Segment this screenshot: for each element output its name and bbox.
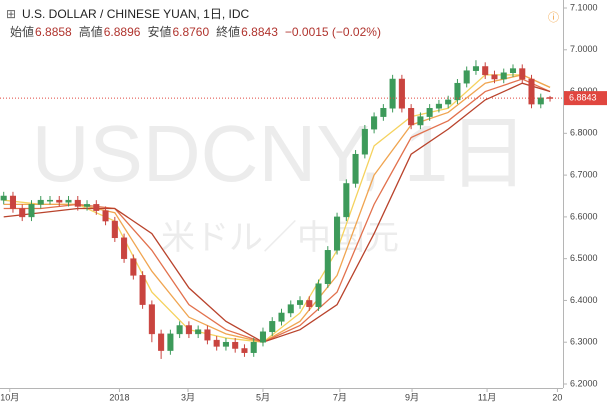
icon: ⊞ (6, 7, 16, 21)
x-tick-label: 9月 (405, 392, 419, 402)
candle-body (334, 216, 341, 251)
candle-body (371, 116, 378, 130)
symbol-title: U.S. DOLLAR / CHINESE YUAN, 1日, IDC (22, 7, 250, 21)
candle-body (315, 283, 322, 307)
candle-body (222, 341, 229, 347)
candle-body (259, 331, 267, 343)
candle-body (445, 99, 452, 105)
candle-body (435, 103, 442, 109)
y-tick-label: 6.8000 (570, 128, 598, 138)
candle-body (454, 82, 461, 101)
y-tick-label: 6.5000 (570, 253, 598, 263)
candle-body (278, 312, 285, 322)
candle-body (389, 78, 396, 109)
candle-body (213, 339, 220, 347)
candle-body (519, 68, 526, 80)
candle-body (148, 304, 155, 335)
last-price-label: 6.8843 (569, 92, 597, 102)
candle-body (472, 66, 479, 71)
candle-body (56, 199, 63, 203)
candle-body (547, 97, 554, 99)
candle-body (130, 258, 137, 276)
x-tick-label: 10月 (0, 392, 19, 402)
candle-body (232, 341, 239, 349)
stat-label: 安値 (147, 24, 171, 39)
candle-body (121, 237, 128, 259)
candle-body (102, 210, 109, 222)
stat-label: 終値 (216, 24, 240, 39)
header: ⊞ U.S. DOLLAR / CHINESE YUAN, 1日, IDC ⓘ … (6, 7, 559, 39)
stat-value: 6.8843 (241, 25, 278, 39)
candle-body (84, 204, 91, 207)
stat-value: 6.8896 (104, 25, 141, 39)
candle-body (176, 325, 183, 335)
candle-body (111, 220, 118, 239)
candle-body (19, 208, 26, 218)
candle-body (204, 329, 211, 341)
candle-body (296, 300, 304, 305)
candle-body (93, 204, 100, 211)
y-tick-label: 7.0000 (570, 44, 598, 54)
candle-body (269, 321, 276, 333)
x-tick-label: 11月 (478, 392, 496, 402)
candle-body (158, 333, 165, 351)
candle-body (250, 341, 257, 353)
candle-body (426, 108, 433, 117)
candle-body (65, 199, 72, 203)
candle-body (0, 195, 7, 201)
candle-body (463, 70, 470, 84)
candle-body (9, 195, 16, 209)
alert-icon[interactable]: ⓘ (548, 11, 559, 24)
change: −0.0015 (−0.02%) (285, 25, 381, 39)
candle-body (46, 199, 54, 202)
y-tick-label: 6.9000 (570, 86, 598, 96)
stat-value: 6.8858 (35, 25, 72, 39)
last-price-box (564, 91, 607, 106)
y-tick-label: 6.6000 (570, 211, 598, 221)
candle-body (37, 199, 44, 205)
x-tick-label: 5月 (256, 392, 270, 402)
candle-body (361, 128, 368, 155)
y-tick-label: 6.2000 (570, 378, 598, 388)
stat-label: 高値 (79, 24, 103, 39)
candle-body (380, 108, 387, 117)
candle-body (241, 348, 248, 353)
candle-body (28, 204, 35, 218)
candle-body (408, 108, 415, 126)
candle-body (195, 329, 202, 335)
candle-body (509, 68, 517, 74)
candle-body (491, 74, 498, 80)
x-tick-label: 2018 (109, 392, 129, 402)
candle-body (343, 183, 350, 218)
candle-body (500, 72, 507, 80)
candle-body (537, 97, 544, 105)
y-tick-label: 6.3000 (570, 337, 598, 347)
x-tick-label: 7月 (333, 392, 347, 402)
stat-label: 始値 (10, 24, 34, 39)
x-tick-label: 20 (552, 392, 562, 402)
stat-value: 6.8760 (172, 25, 209, 39)
candle-body (167, 333, 174, 351)
candle-body (74, 199, 81, 207)
candle-body (398, 78, 405, 109)
y-tick-label: 6.4000 (570, 295, 598, 305)
candle-body (324, 250, 331, 284)
candle-body (352, 153, 359, 184)
x-tick-label: 3月 (181, 392, 195, 402)
candle-body (306, 300, 313, 307)
watermark: USDCNY, 1日 (32, 109, 528, 198)
y-tick-label: 7.1000 (570, 2, 598, 12)
candle-body (287, 304, 294, 314)
watermark-sub: 米ドル／中国元 (161, 219, 399, 257)
candle-body (139, 275, 146, 305)
candle-body (417, 116, 424, 126)
candle-body (185, 325, 192, 335)
candle-body (528, 78, 535, 105)
candle-body (482, 66, 489, 76)
y-tick-label: 6.7000 (570, 169, 598, 179)
